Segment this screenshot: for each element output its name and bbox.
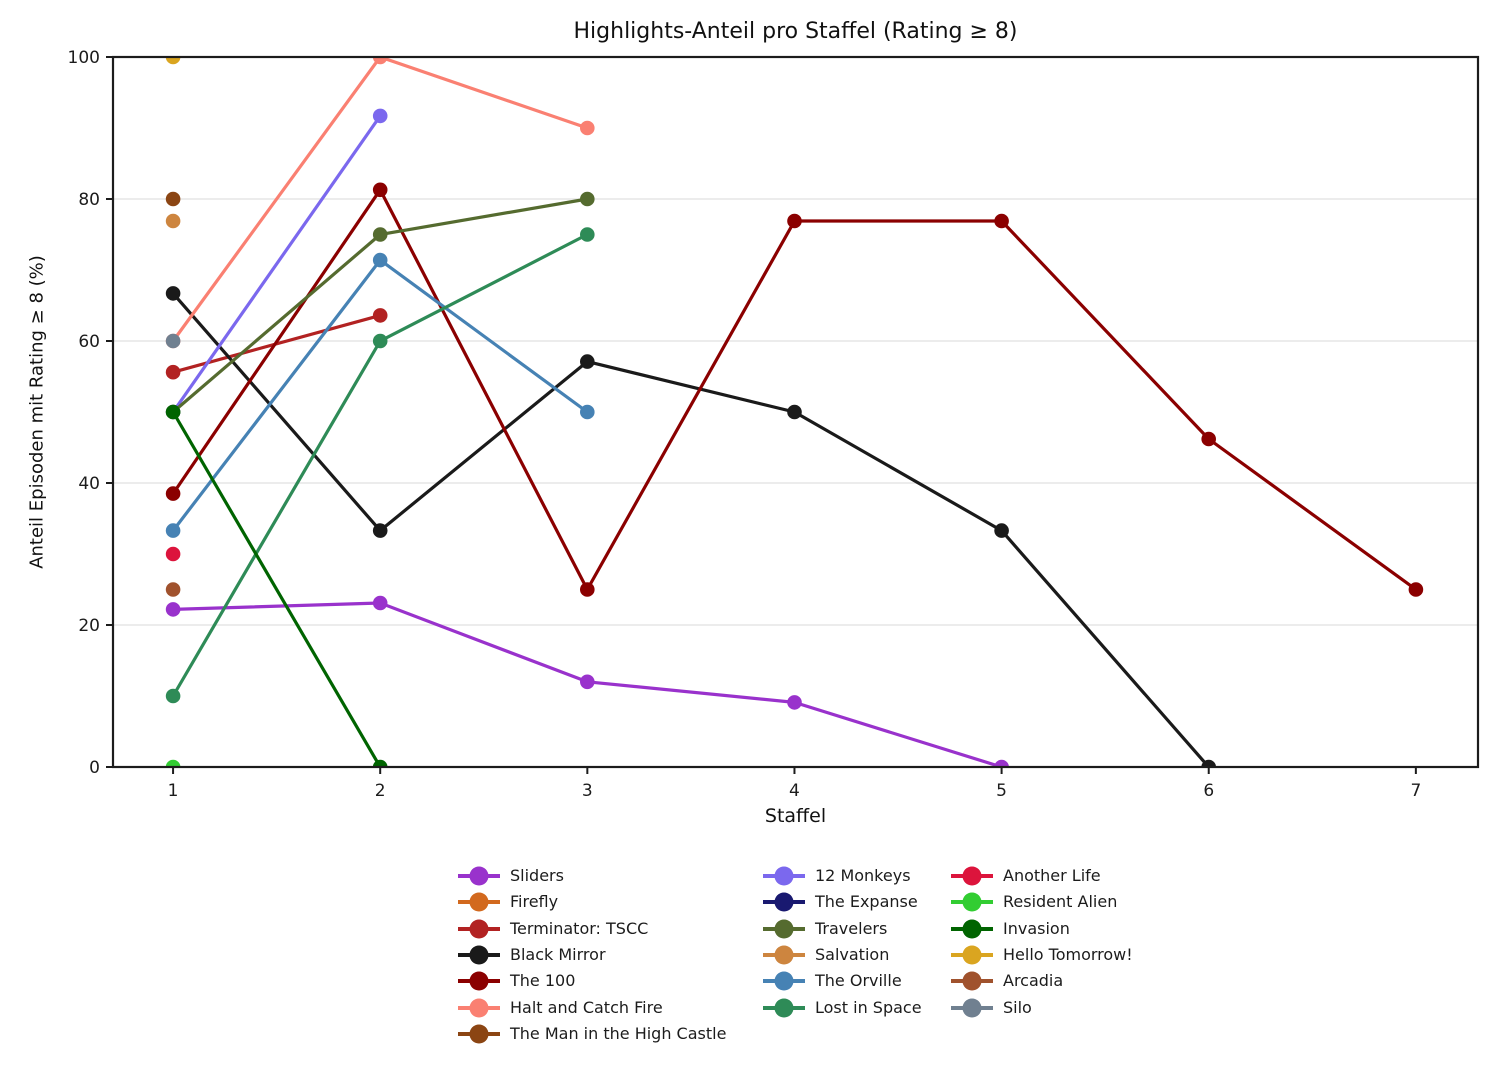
y-tick-label-40: 40 [78,474,100,494]
series-12-monkeys [165,108,388,420]
x-tick-label-7: 7 [1410,781,1421,801]
series-salvation [165,213,181,229]
data-point-sliders-s2 [372,595,388,611]
series-line-halt-and-catch-fire [171,57,588,342]
series-line-12-monkeys [171,114,382,413]
series-resident-alien [165,759,181,767]
series-lost-in-space [165,227,595,704]
series-the-100 [165,182,1424,597]
chart-title: Highlights-Anteil pro Staffel (Rating ≥ … [573,19,1018,44]
data-point-lost-in-space-s3 [580,227,595,242]
data-point-black-mirror-s3 [580,354,595,369]
plot-frame [111,55,1480,769]
data-point-another-life-s1 [165,546,181,562]
x-axis-label: Staffel [764,805,827,827]
series-line-lost-in-space [171,233,589,697]
data-point-the-100-s4 [787,213,802,229]
series-the-orville [165,252,595,538]
series-line-the-orville [171,258,589,532]
data-point-sliders-s3 [580,674,595,690]
x-tick-label-3: 3 [582,781,593,801]
x-tick-label-4: 4 [789,781,800,801]
data-point-black-mirror-s1 [165,286,181,301]
data-point-salvation-s1 [165,213,181,229]
x-tick-label-5: 5 [996,781,1007,801]
data-point-halt-and-catch-fire-s2 [372,57,388,65]
data-point-the-100-s5 [994,213,1009,229]
x-tick-label-6: 6 [1203,781,1214,801]
series-black-mirror [165,286,1216,767]
data-point-black-mirror-s4 [787,404,802,420]
data-point-sliders-s4 [787,695,802,710]
series-the-man-in-the-high-castle [165,191,181,207]
data-point-the-100-s2 [372,182,388,198]
data-point-black-mirror-s2 [372,523,388,538]
data-point-black-mirror-s6 [1201,759,1216,767]
data-point-invasion-s1 [165,404,181,420]
series-invasion [165,404,388,767]
y-tick-label-60: 60 [78,332,100,352]
series-sliders [165,595,1009,767]
data-point-terminator-tscc-s2 [372,308,388,323]
series-arcadia [165,582,181,597]
series-travelers [165,191,595,420]
data-point-sliders-s5 [994,759,1009,767]
series-line-the-100 [171,188,1417,592]
data-point-the-100-s3 [580,582,595,597]
data-point-arcadia-s1 [165,582,181,597]
x-tick-label-1: 1 [168,781,179,801]
data-point-halt-and-catch-fire-s3 [580,120,595,136]
series-line-black-mirror [171,292,1210,767]
series-another-life [165,546,181,562]
data-point-12-monkeys-s2 [372,108,388,124]
data-point-silo-s1 [165,333,181,349]
data-point-the-orville-s2 [372,252,388,268]
data-point-the-man-in-the-high-castle-s1 [165,191,181,207]
data-point-terminator-tscc-s1 [165,364,181,380]
data-point-travelers-s3 [580,191,595,207]
data-point-sliders-s1 [165,602,181,617]
data-point-hello-tomorrow-s1 [165,57,181,65]
data-point-resident-alien-s1 [165,759,181,767]
y-tick-label-80: 80 [78,190,100,210]
data-point-lost-in-space-s1 [165,688,181,704]
data-point-the-orville-s3 [580,404,595,420]
data-point-lost-in-space-s2 [372,333,388,349]
series-silo [165,333,181,349]
data-point-the-100-s1 [165,486,181,501]
y-tick-label-0: 0 [89,758,100,778]
data-point-the-100-s6 [1201,431,1216,447]
data-point-the-orville-s1 [165,523,181,538]
y-tick-label-20: 20 [78,616,100,636]
y-tick-label-100: 100 [68,48,100,68]
data-point-invasion-s2 [372,759,388,767]
data-point-black-mirror-s5 [994,523,1009,538]
x-tick-label-2: 2 [375,781,386,801]
series-hello-tomorrow [165,57,181,65]
data-point-the-100-s7 [1408,582,1424,597]
series-line-invasion [171,411,382,767]
data-point-travelers-s2 [372,227,388,242]
